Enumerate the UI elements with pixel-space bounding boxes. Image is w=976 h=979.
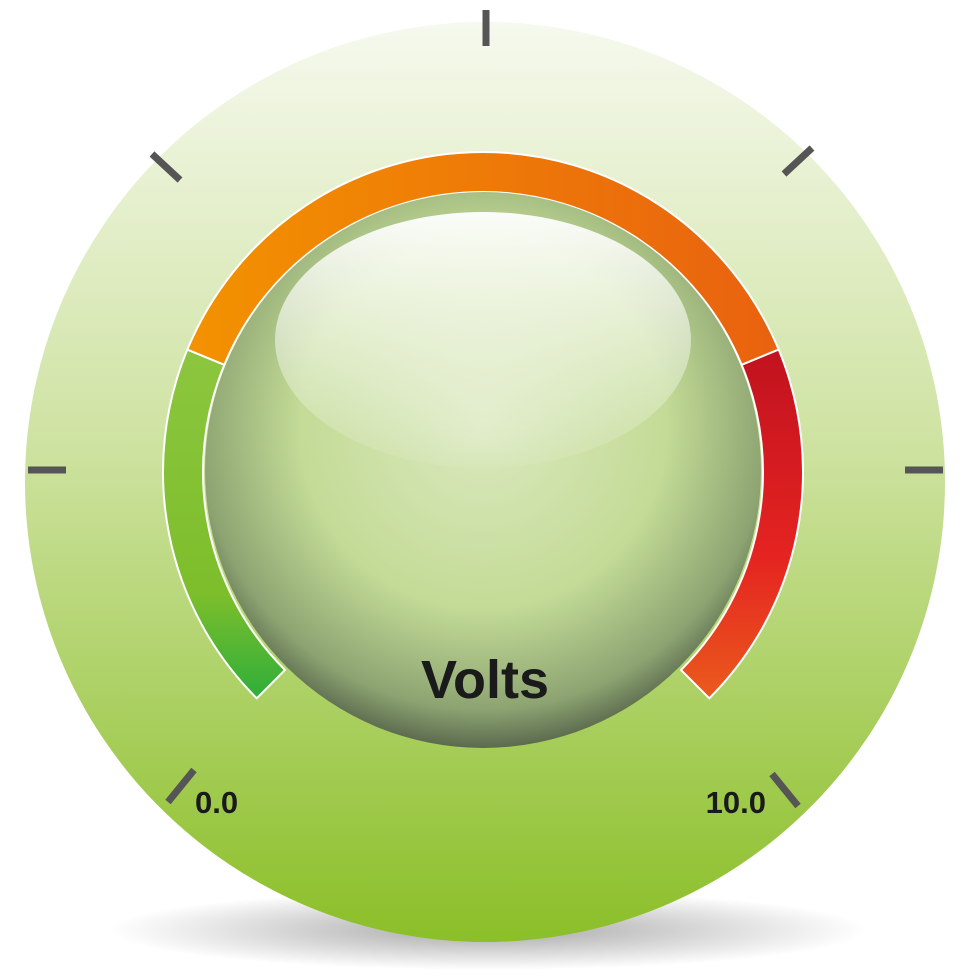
gauge-ticks xyxy=(28,10,943,809)
gauge-band-ring xyxy=(162,151,804,700)
max-value-label: 10.0 xyxy=(706,785,766,820)
band-high xyxy=(679,348,804,700)
tick-mark xyxy=(165,767,197,805)
unit-label: Volts xyxy=(421,650,549,710)
tick-mark xyxy=(781,145,815,177)
gauge-gloss xyxy=(275,212,691,468)
tick-mark xyxy=(769,771,801,809)
tick-mark xyxy=(149,151,183,183)
min-value-label: 0.0 xyxy=(195,785,238,820)
